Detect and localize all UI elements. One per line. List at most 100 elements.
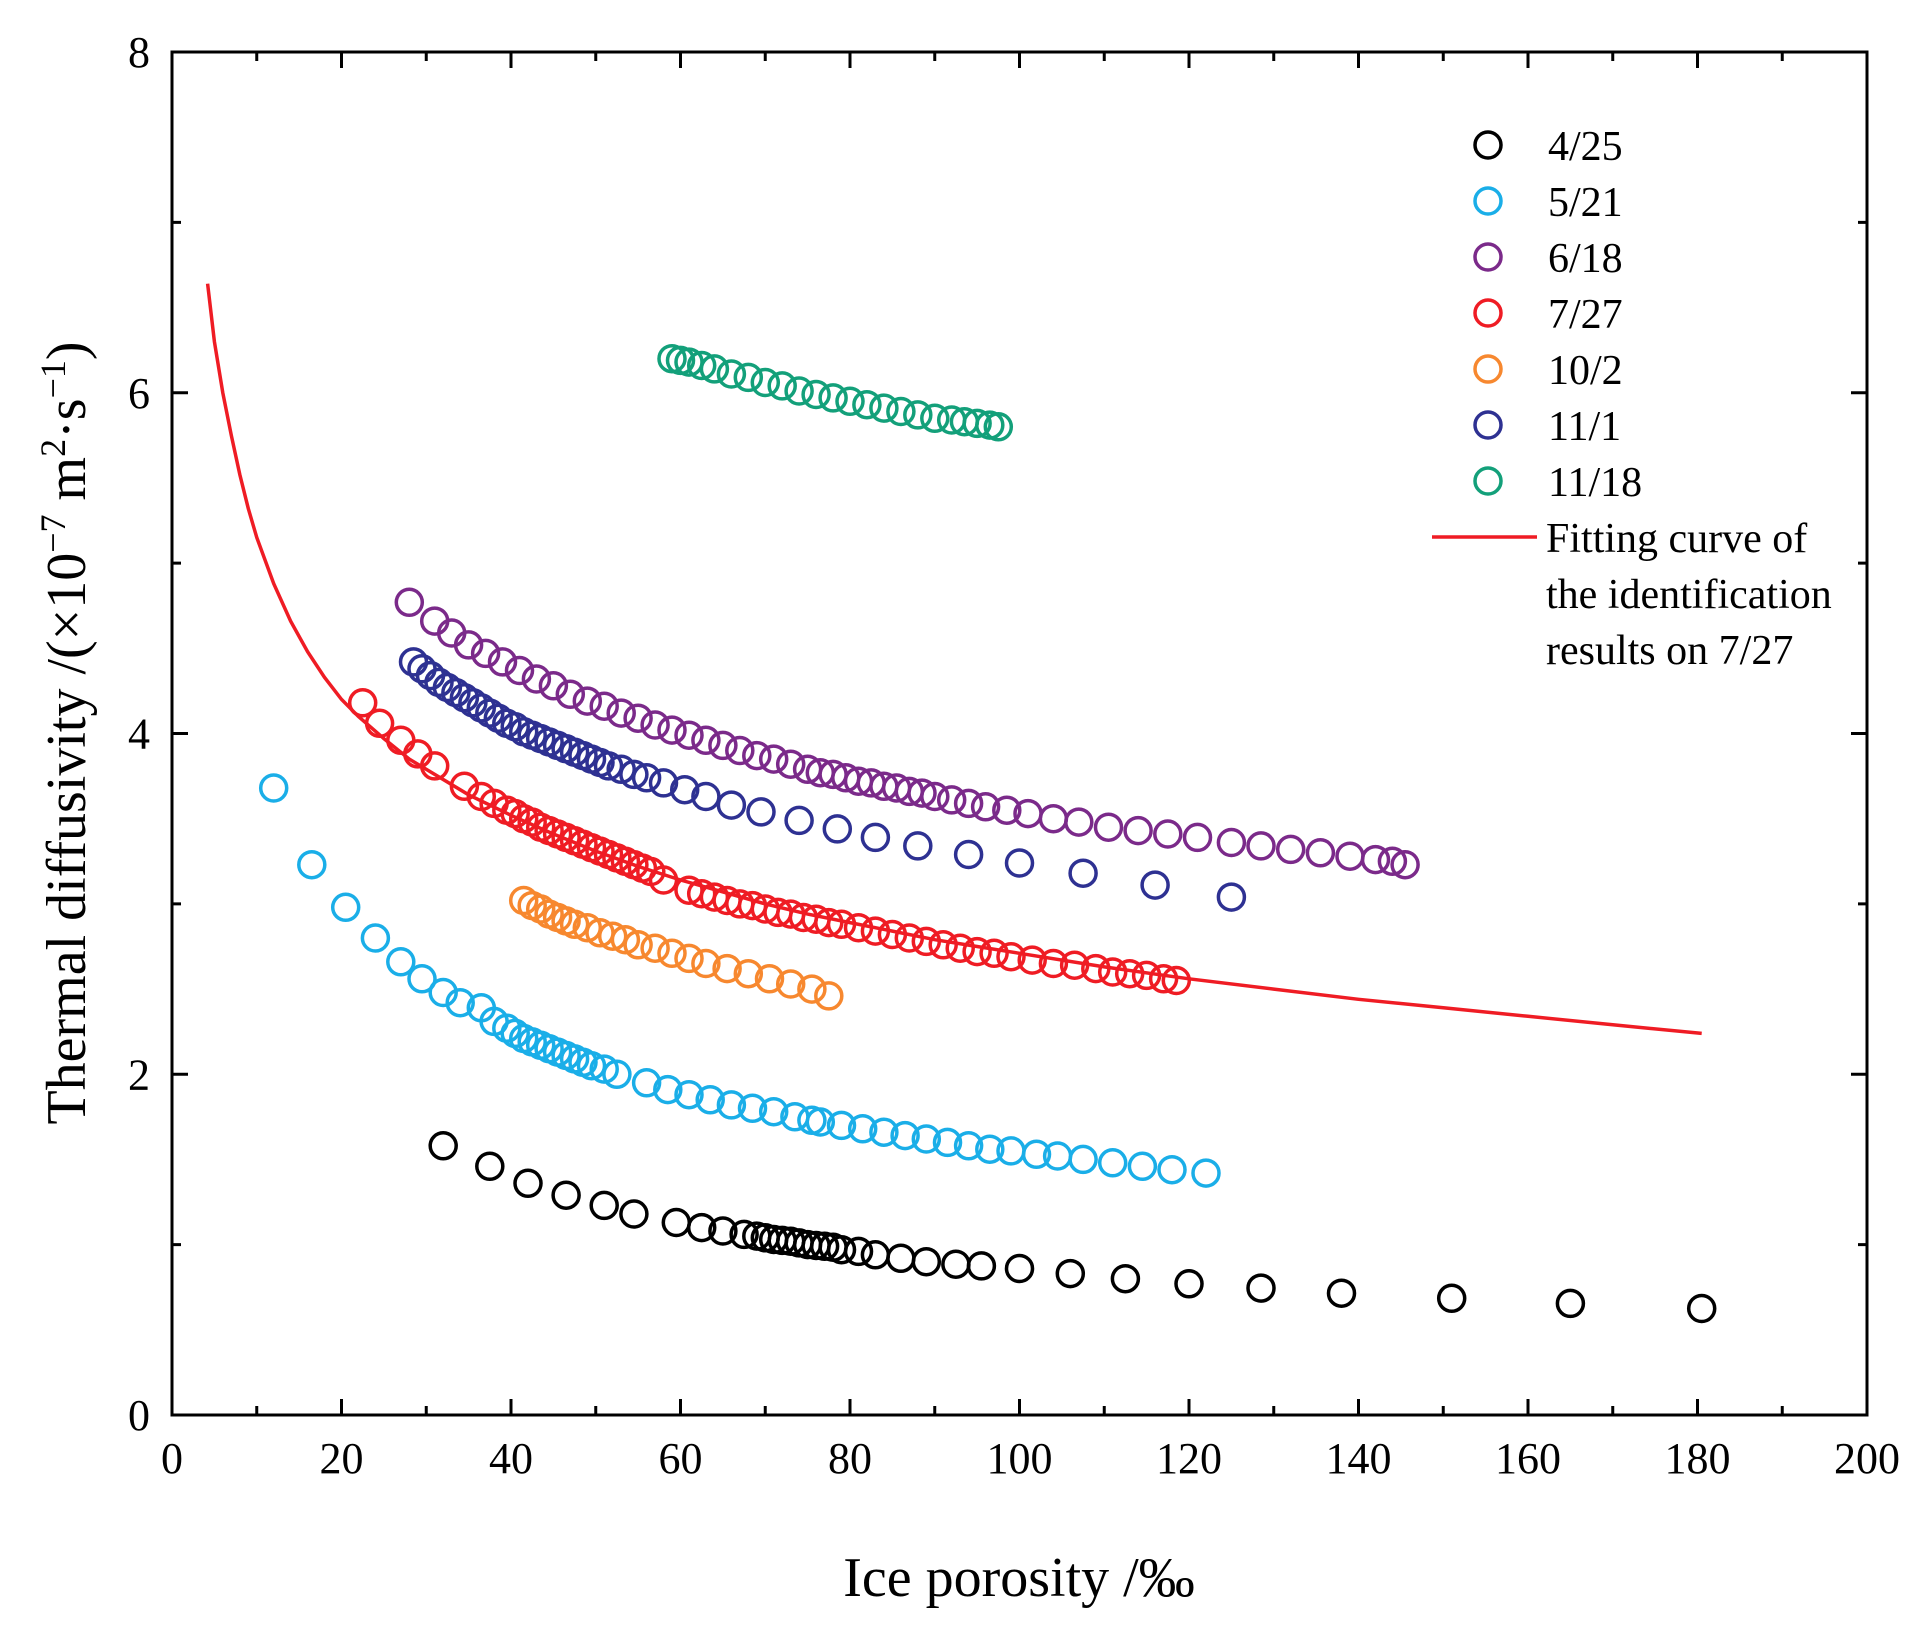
- legend-label: 11/18: [1548, 460, 1642, 506]
- data-point: [297, 849, 327, 880]
- data-point: [1686, 1293, 1717, 1324]
- data-point: [669, 774, 700, 805]
- data-point: [1017, 945, 1047, 975]
- legend-label: 4/25: [1548, 124, 1623, 170]
- y-axis-title-tail: ·s: [36, 398, 98, 438]
- data-point: [716, 359, 747, 389]
- data-point: [869, 1117, 899, 1147]
- data-point: [962, 936, 992, 967]
- x-tick-label: 40: [489, 1434, 533, 1483]
- data-point: [623, 703, 653, 733]
- data-point: [797, 974, 827, 1004]
- data-point: [691, 948, 721, 979]
- data-point: [737, 1093, 768, 1124]
- data-point: [1021, 1139, 1052, 1170]
- data-point: [953, 1131, 984, 1161]
- data-point: [805, 1107, 836, 1137]
- data-point: [979, 938, 1009, 969]
- data-point: [1148, 964, 1179, 994]
- legend-marker: [1473, 242, 1503, 272]
- data-point: [513, 1168, 543, 1199]
- data-point: [945, 933, 975, 963]
- y-tick-label: 6: [128, 369, 150, 418]
- data-point: [559, 909, 590, 940]
- data-point: [742, 740, 772, 771]
- data-point: [852, 389, 882, 420]
- x-tick-label: 20: [320, 1434, 364, 1483]
- data-point: [657, 938, 687, 969]
- data-point: [1131, 960, 1162, 991]
- data-points: [258, 343, 1717, 1324]
- data-point: [597, 921, 628, 951]
- data-point: [725, 735, 755, 766]
- data-point: [398, 647, 429, 677]
- axis-ticks: 0 20 40 60 80 100 120 140 160 180 200 0 2 4 6 8: [128, 28, 1900, 1483]
- data-point: [475, 1151, 505, 1182]
- data-point: [814, 981, 844, 1011]
- data-point: [360, 923, 391, 953]
- data-point: [826, 1234, 857, 1265]
- data-point: [686, 1212, 717, 1243]
- data-point: [818, 383, 848, 413]
- legend-label: 5/21: [1548, 180, 1623, 226]
- data-point: [470, 638, 501, 669]
- data-point: [911, 1124, 942, 1154]
- data-point: [640, 933, 670, 963]
- data-point: [835, 386, 865, 417]
- data-point: [1275, 834, 1306, 865]
- y-axis-title-exp: −7: [33, 514, 73, 552]
- data-point: [330, 892, 361, 923]
- data-point: [428, 1131, 458, 1161]
- data-point: [843, 1236, 874, 1267]
- series-7-27: [347, 688, 1192, 996]
- x-tick-label: 140: [1326, 1434, 1392, 1483]
- legend-marker: [1473, 130, 1503, 160]
- data-point: [606, 754, 636, 785]
- legend-label: 10/2: [1548, 348, 1623, 394]
- y-axis-title-exp3: −1: [33, 360, 73, 398]
- data-point: [936, 785, 967, 815]
- data-point: [674, 1079, 704, 1110]
- data-point: [648, 768, 679, 798]
- data-point: [1110, 1263, 1141, 1294]
- legend-fit-label: Fitting curve of: [1546, 516, 1807, 562]
- legend-marker: [1473, 410, 1503, 440]
- legend-fit-label: results on 7/27: [1546, 628, 1793, 674]
- x-tick-label: 100: [987, 1434, 1053, 1483]
- data-point: [733, 958, 764, 989]
- data-point: [419, 751, 450, 781]
- data-point: [1123, 815, 1153, 846]
- data-point: [1068, 1144, 1098, 1175]
- data-point: [758, 1096, 789, 1127]
- data-point: [1174, 1269, 1204, 1299]
- data-point: [623, 930, 653, 960]
- x-tick-label: 0: [161, 1434, 183, 1483]
- data-point: [619, 1199, 649, 1229]
- data-point: [504, 655, 535, 686]
- data-point: [1216, 827, 1247, 858]
- x-tick-label: 80: [828, 1434, 872, 1483]
- data-point: [775, 749, 806, 779]
- y-tick-label: 2: [128, 1050, 150, 1099]
- data-point: [716, 1090, 747, 1120]
- data-point: [775, 969, 806, 999]
- data-point: [869, 393, 899, 423]
- data-point: [784, 376, 814, 406]
- data-point: [258, 773, 289, 803]
- data-point: [953, 788, 984, 819]
- series-11-1: [398, 647, 1247, 912]
- data-point: [826, 1110, 857, 1141]
- data-point: [708, 1216, 738, 1246]
- y-axis-title-main: Thermal diffusivity /(×10: [36, 553, 98, 1125]
- data-point: [555, 679, 586, 710]
- data-point: [551, 1180, 581, 1210]
- data-point: [1246, 831, 1276, 861]
- x-tick-label: 200: [1834, 1434, 1900, 1483]
- y-axis-title-close: ): [36, 341, 98, 360]
- series-6-18: [394, 587, 1420, 880]
- data-point: [886, 1243, 916, 1274]
- data-point: [640, 710, 670, 740]
- data-point: [911, 926, 942, 957]
- data-point: [843, 912, 874, 943]
